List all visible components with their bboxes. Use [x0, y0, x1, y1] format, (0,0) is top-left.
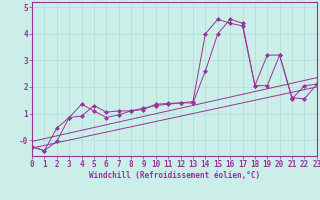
- X-axis label: Windchill (Refroidissement éolien,°C): Windchill (Refroidissement éolien,°C): [89, 171, 260, 180]
